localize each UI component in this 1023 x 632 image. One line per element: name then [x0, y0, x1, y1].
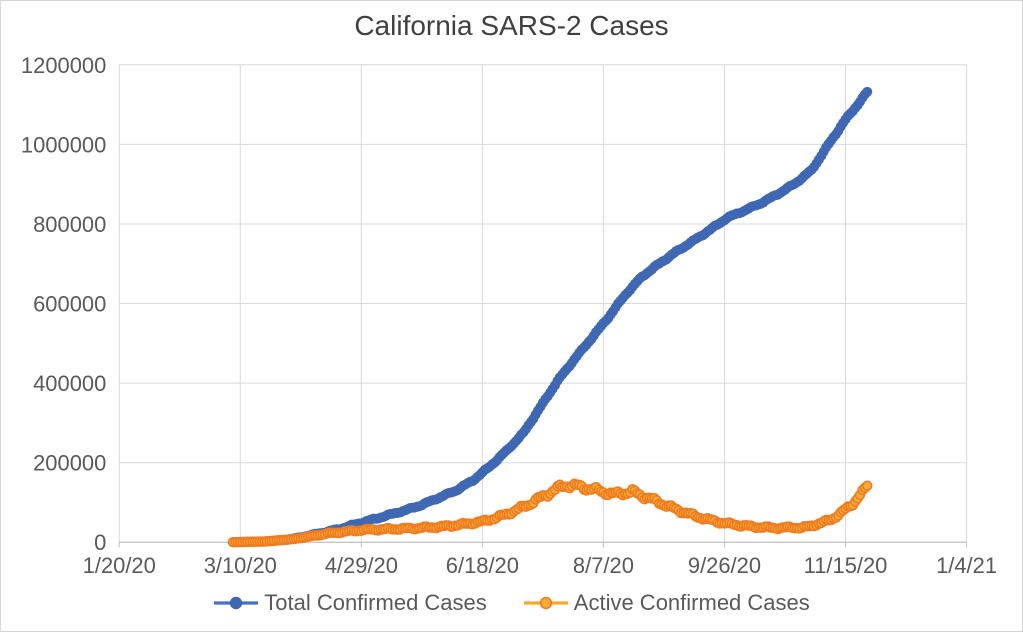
gridlines	[118, 64, 968, 548]
y-tick-label: 1200000	[21, 53, 106, 78]
axis-labels: 0 200000 400000 600000 800000 1000000 1200000 1…	[21, 53, 997, 578]
y-tick-label: 400000	[33, 371, 106, 396]
chart-legend: Total Confirmed Cases Active Confirmed C…	[1, 590, 1022, 616]
y-tick-label: 1000000	[21, 132, 106, 157]
legend-item-active: Active Confirmed Cases	[523, 590, 810, 616]
x-tick-label: 6/18/20	[446, 553, 519, 578]
y-tick-label: 800000	[33, 212, 106, 237]
y-tick-label: 0	[94, 530, 106, 555]
x-tick-label: 3/10/20	[204, 553, 277, 578]
y-tick-label: 600000	[33, 292, 106, 317]
legend-label-active: Active Confirmed Cases	[573, 590, 810, 615]
series-total	[228, 86, 873, 548]
legend-item-total: Total Confirmed Cases	[213, 590, 487, 616]
legend-marker-total-icon	[214, 596, 259, 610]
x-tick-label: 11/15/20	[804, 553, 888, 578]
x-tick-label: 1/4/21	[936, 553, 997, 578]
y-tick-label: 200000	[33, 451, 106, 476]
x-tick-label: 8/7/20	[573, 553, 634, 578]
x-tick-label: 1/20/20	[83, 553, 156, 578]
legend-label-total: Total Confirmed Cases	[264, 590, 487, 615]
chart-title: California SARS-2 Cases	[354, 10, 669, 41]
legend-marker-active-icon	[523, 596, 568, 610]
series-active	[227, 478, 873, 548]
x-tick-label: 4/29/20	[325, 553, 398, 578]
x-tick-label: 9/26/20	[688, 553, 761, 578]
